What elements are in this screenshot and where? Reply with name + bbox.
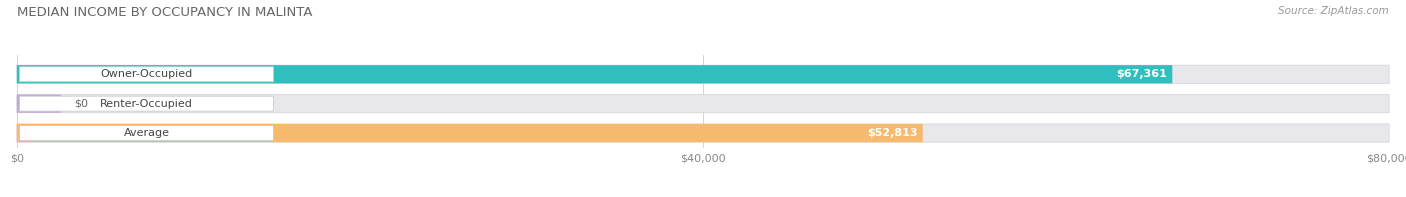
FancyBboxPatch shape — [17, 95, 60, 113]
FancyBboxPatch shape — [17, 124, 922, 142]
Text: $67,361: $67,361 — [1116, 69, 1167, 79]
FancyBboxPatch shape — [20, 96, 274, 111]
FancyBboxPatch shape — [17, 65, 1173, 83]
FancyBboxPatch shape — [20, 67, 274, 82]
Text: $0: $0 — [75, 99, 89, 109]
FancyBboxPatch shape — [17, 124, 1389, 142]
Text: Owner-Occupied: Owner-Occupied — [100, 69, 193, 79]
FancyBboxPatch shape — [17, 95, 1389, 113]
Text: $52,813: $52,813 — [866, 128, 917, 138]
FancyBboxPatch shape — [20, 125, 274, 140]
Text: Renter-Occupied: Renter-Occupied — [100, 99, 193, 109]
Text: MEDIAN INCOME BY OCCUPANCY IN MALINTA: MEDIAN INCOME BY OCCUPANCY IN MALINTA — [17, 6, 312, 19]
Text: Source: ZipAtlas.com: Source: ZipAtlas.com — [1278, 6, 1389, 16]
FancyBboxPatch shape — [17, 65, 1389, 83]
Text: Average: Average — [124, 128, 170, 138]
